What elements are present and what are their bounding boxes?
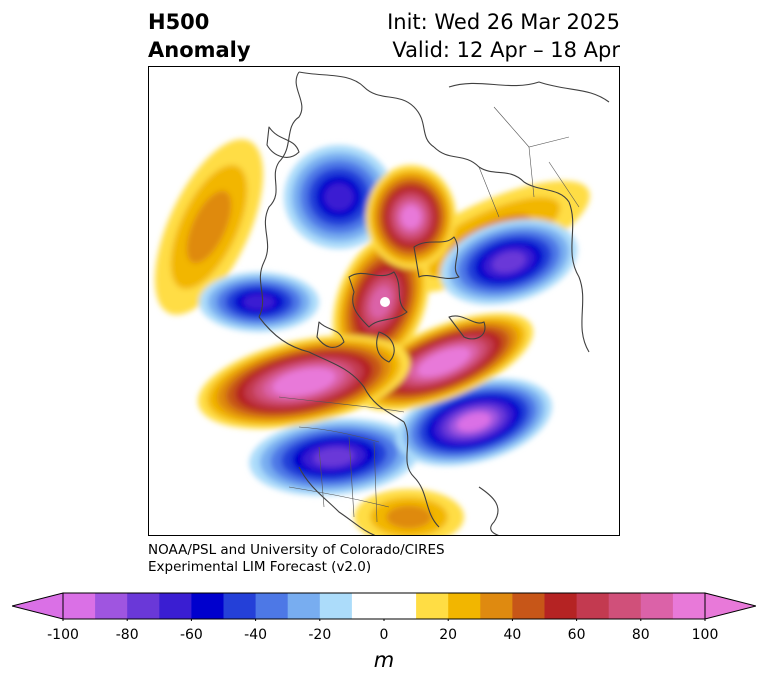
- colorbar-extend-low: [12, 592, 64, 620]
- positive-anomaly-contour: [425, 351, 463, 373]
- colorbar-swatch: [544, 593, 578, 619]
- north-pole-marker: [380, 297, 390, 307]
- valid-range: Valid: 12 Apr – 18 Apr: [392, 38, 620, 62]
- colorbar-swatch: [640, 593, 674, 619]
- colorbar-tick-label: -100: [47, 627, 79, 643]
- colorbar-swatch: [127, 593, 160, 619]
- forecast-dates: Init: Wed 26 Mar 2025 Valid: 12 Apr – 18…: [387, 8, 620, 64]
- coastline: [298, 466, 376, 535]
- credit-text: NOAA/PSL and University of Colorado/CIRE…: [148, 542, 445, 576]
- colorbar-swatch: [159, 593, 192, 619]
- title-anomaly: Anomaly: [148, 38, 251, 62]
- colorbar-swatch: [255, 593, 289, 619]
- map-panel: [148, 66, 620, 536]
- political-border: [348, 436, 355, 518]
- negative-anomaly-contour: [313, 447, 355, 467]
- colorbar-unit: m: [373, 648, 395, 672]
- colorbar-tick-label: -60: [179, 627, 203, 643]
- colorbar-swatch: [191, 593, 224, 619]
- colorbar: [12, 592, 756, 621]
- political-border: [493, 106, 570, 148]
- colorbar-tick-label: -80: [115, 627, 139, 643]
- coastline: [298, 71, 435, 148]
- positive-anomaly-contour: [401, 205, 421, 229]
- coastline: [413, 236, 460, 279]
- colorbar-tick-label: -20: [308, 627, 332, 643]
- political-border: [548, 161, 580, 208]
- political-border: [298, 426, 380, 443]
- colorbar-extend-high: [704, 592, 756, 620]
- colorbar-tick-label: 80: [631, 627, 650, 643]
- political-border: [288, 486, 390, 508]
- coastline: [316, 321, 345, 348]
- init-date: Init: Wed 26 Mar 2025: [387, 10, 620, 34]
- coastline: [433, 146, 570, 203]
- coastline: [568, 201, 590, 353]
- negative-anomaly-contour: [457, 412, 491, 432]
- coastline: [258, 71, 303, 318]
- negative-anomaly-contour: [324, 183, 354, 211]
- positive-anomaly-contour: [281, 372, 327, 392]
- colorbar-swatch: [672, 593, 706, 619]
- colorbar-swatch: [608, 593, 642, 619]
- colorbar-tick-label: 100: [691, 627, 719, 643]
- coastline: [448, 315, 486, 340]
- anomaly-map: [154, 71, 610, 535]
- negative-anomaly-contour: [492, 251, 526, 273]
- colorbar-swatch: [223, 593, 257, 619]
- political-border: [318, 446, 325, 508]
- coastline: [403, 421, 440, 528]
- coastline: [478, 486, 500, 535]
- colorbar-tick-label: 60: [567, 627, 586, 643]
- colorbar-swatch: [63, 593, 96, 619]
- map-title: H500 Anomaly: [148, 8, 251, 64]
- negative-anomaly-contour: [243, 294, 275, 310]
- colorbar-swatch: [95, 593, 128, 619]
- coastline: [266, 126, 300, 158]
- positive-anomaly-contour: [186, 190, 232, 264]
- colorbar-swatch: [448, 593, 481, 619]
- political-border: [478, 166, 500, 218]
- colorbar-tick-label: 20: [439, 627, 458, 643]
- political-border: [528, 146, 535, 198]
- colorbar-swatch: [351, 593, 385, 619]
- colorbar-swatch: [576, 593, 610, 619]
- colorbar-swatch: [384, 593, 417, 619]
- colorbar-swatch: [319, 593, 353, 619]
- title-variable: H500: [148, 10, 210, 34]
- political-border: [278, 396, 405, 413]
- positive-anomaly-contour: [386, 505, 432, 529]
- coastline: [258, 316, 405, 423]
- political-border: [373, 441, 378, 523]
- credit-line-1: NOAA/PSL and University of Colorado/CIRE…: [148, 542, 445, 558]
- colorbar-swatch: [416, 593, 449, 619]
- colorbar-swatch: [287, 593, 321, 619]
- colorbar-tick-label: 0: [379, 627, 389, 643]
- colorbar-swatch: [480, 593, 513, 619]
- coastline: [448, 81, 610, 103]
- colorbar-tick-label: 40: [503, 627, 522, 643]
- coastline: [348, 271, 408, 328]
- colorbar-swatch: [512, 593, 545, 619]
- colorbar-tick-label: -40: [244, 627, 268, 643]
- coastline: [376, 331, 395, 363]
- credit-line-2: Experimental LIM Forecast (v2.0): [148, 559, 372, 575]
